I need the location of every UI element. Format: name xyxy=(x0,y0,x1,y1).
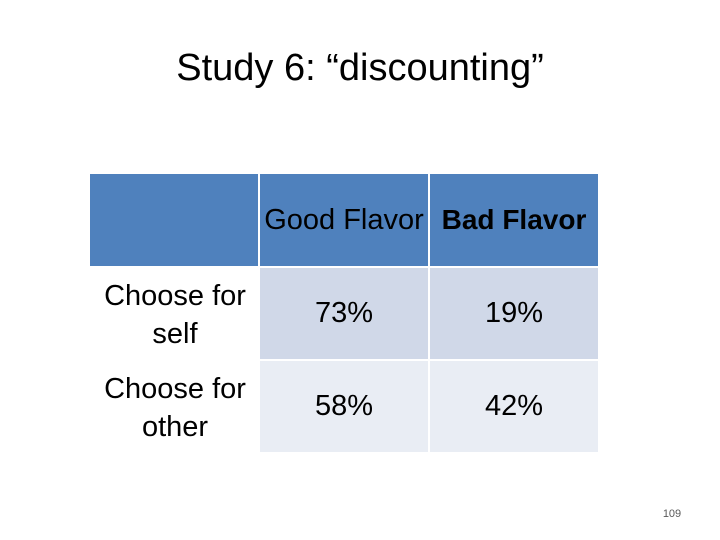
column-header-good-flavor: Good Flavor xyxy=(260,174,430,268)
cell-other-good-flavor: 58% xyxy=(260,361,430,454)
table-corner-cell xyxy=(90,174,260,268)
cell-self-bad-flavor: 19% xyxy=(430,268,600,361)
column-header-bad-flavor: Bad Flavor xyxy=(430,174,600,268)
slide-title: Study 6: “discounting” xyxy=(176,47,544,89)
row-label-choose-for-other: Choose for other xyxy=(90,361,260,454)
cell-other-bad-flavor: 42% xyxy=(430,361,600,454)
page-number: 109 xyxy=(662,508,682,520)
results-table: Good Flavor Bad Flavor Choose for self 7… xyxy=(90,174,600,454)
row-label-choose-for-self: Choose for self xyxy=(90,268,260,361)
cell-self-good-flavor: 73% xyxy=(260,268,430,361)
